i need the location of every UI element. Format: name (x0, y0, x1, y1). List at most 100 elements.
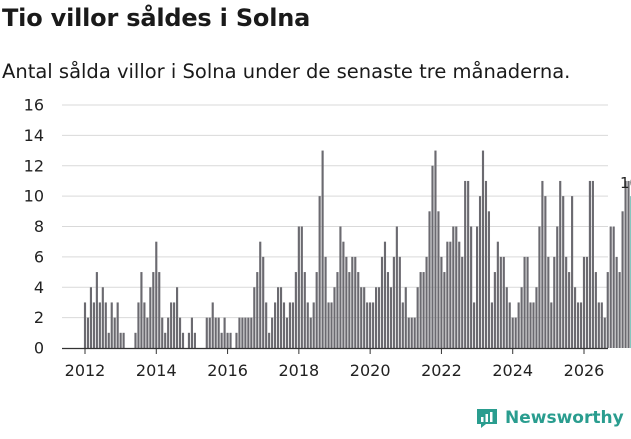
bar (116, 302, 119, 348)
bar (158, 272, 161, 348)
bar (271, 317, 274, 349)
bar (579, 302, 583, 348)
bar (609, 226, 612, 348)
y-tick-label: 0 (34, 339, 44, 358)
bar (627, 180, 630, 348)
bar (576, 302, 580, 348)
bar (398, 256, 401, 349)
x-tick-label: 2022 (421, 361, 462, 380)
bar (413, 317, 416, 349)
bar (458, 241, 461, 348)
bar (612, 226, 615, 348)
bar (478, 196, 482, 349)
bar (443, 272, 446, 348)
bar (538, 226, 541, 348)
y-tick-label: 10 (24, 187, 44, 206)
bar (585, 256, 589, 349)
bar (176, 287, 179, 348)
bar (324, 256, 327, 349)
bar (559, 180, 562, 348)
bar (511, 317, 514, 349)
bar (452, 226, 455, 348)
bar (217, 317, 220, 349)
bar (268, 332, 271, 348)
bar (428, 211, 431, 348)
bar (134, 332, 137, 348)
bar (591, 180, 594, 348)
bar (383, 241, 387, 348)
x-tick-label: 2016 (207, 361, 248, 380)
bar (113, 317, 116, 349)
bar (119, 332, 122, 348)
bar (461, 256, 464, 349)
bar (508, 302, 511, 348)
bar (167, 317, 170, 349)
newsworthy-icon (477, 409, 497, 428)
bar (470, 226, 473, 348)
bar (499, 256, 502, 349)
bar (481, 150, 485, 348)
x-tick-label: 2024 (492, 361, 533, 380)
bar (276, 287, 280, 348)
bar (571, 196, 574, 349)
bar-value-label: 10 (620, 174, 631, 192)
bar (354, 256, 357, 349)
y-tick-label: 6 (34, 247, 44, 266)
bar (553, 256, 556, 349)
y-tick-label: 16 (24, 96, 44, 115)
bar (380, 256, 384, 349)
bar (404, 287, 407, 348)
bar (348, 272, 351, 348)
bar (170, 302, 173, 348)
bar (262, 256, 265, 349)
bar (369, 302, 372, 348)
bar (526, 256, 529, 349)
bar (357, 272, 360, 348)
bar (86, 317, 90, 349)
bar (467, 180, 470, 348)
bar (235, 332, 238, 348)
bar (98, 302, 101, 348)
bar (208, 317, 211, 349)
bar (377, 287, 381, 348)
x-tick-label: 2012 (65, 361, 106, 380)
bar (250, 317, 253, 349)
bar (173, 302, 176, 348)
bar (389, 287, 392, 348)
bar (603, 317, 606, 349)
bar (187, 332, 191, 348)
bar (493, 272, 496, 348)
y-tick-label: 4 (34, 278, 44, 297)
bar (155, 241, 158, 348)
bar (342, 241, 345, 348)
bar (372, 302, 375, 348)
bar (256, 272, 259, 348)
bar (333, 287, 336, 348)
newsworthy-logo: Newsworthy (475, 406, 624, 430)
bar (229, 332, 232, 348)
bar (386, 272, 390, 348)
bar (321, 150, 324, 348)
x-tick-label: 2020 (350, 361, 391, 380)
bar (211, 302, 214, 348)
bar (327, 302, 330, 348)
bar (285, 317, 289, 349)
bar (449, 241, 452, 348)
bar (226, 332, 229, 348)
bar (407, 317, 410, 349)
bar (140, 272, 143, 348)
bar (562, 196, 565, 349)
bar (446, 241, 449, 348)
bar (410, 317, 413, 349)
bar (517, 302, 520, 348)
bar (455, 226, 458, 348)
bar (306, 302, 309, 348)
bar (143, 302, 146, 348)
bar (265, 302, 268, 348)
bar (294, 272, 297, 348)
bar (214, 317, 217, 349)
bar (624, 180, 627, 348)
bar (401, 302, 404, 348)
bar (615, 256, 618, 349)
bar (244, 317, 247, 349)
